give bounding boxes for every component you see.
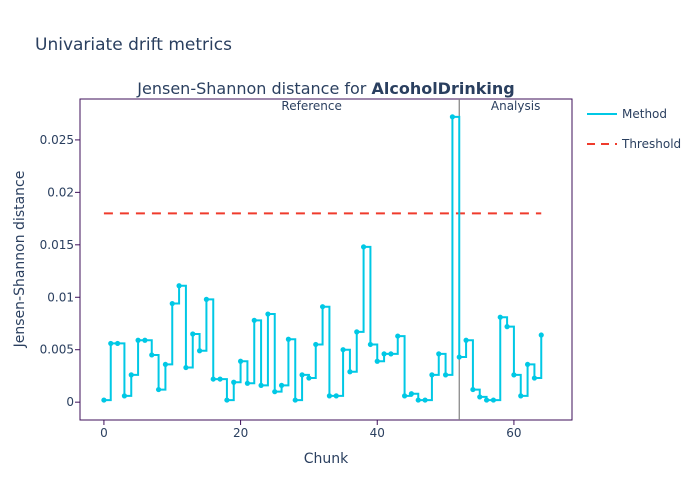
method-data-point [237,358,244,364]
method-data-point [333,393,339,399]
method-data-point [176,283,182,289]
y-tick-label: 0.025 [40,133,74,147]
method-data-point [183,364,189,371]
method-data-point [278,382,285,388]
plot-title-prefix: Jensen-Shannon distance for [136,79,371,98]
method-data-point [114,340,121,347]
method-data-point [449,114,456,120]
method-data-point [121,393,128,399]
method-data-point [395,333,401,339]
method-data-point [456,354,462,360]
method-data-point [524,361,531,368]
method-data-point [483,397,490,403]
y-tick-label: 0.015 [40,238,74,252]
plot-title-feature: AlcoholDrinking [371,79,514,98]
method-data-point [415,397,421,403]
method-data-point [203,296,210,302]
method-data-point [518,393,524,399]
analysis-period-label: Analysis [491,99,540,113]
method-data-point [326,393,333,399]
method-data-point [340,347,346,353]
plot-title: Jensen-Shannon distance for AlcoholDrink… [136,79,514,98]
plot-frame [79,98,573,421]
method-data-point [354,329,360,335]
method-data-point [531,375,538,381]
method-data-point [190,331,196,337]
x-tick-label: 60 [506,426,521,440]
method-data-point [319,304,326,310]
method-data-point [135,337,141,343]
method-data-point [210,376,216,382]
method-data-point [422,397,428,403]
method-data-point [381,351,387,357]
method-data-point [497,314,503,320]
y-tick-label: 0 [66,395,74,409]
legend-item-method[interactable]: Method [587,107,667,121]
method-data-point [155,386,162,393]
method-data-point [429,372,435,378]
method-data-point [511,372,517,378]
method-data-point [388,351,394,357]
method-data-point [313,341,319,348]
method-data-point [231,379,237,385]
y-tick-label: 0.02 [47,185,74,199]
method-data-point [442,372,449,378]
x-tick-label: 40 [370,426,385,440]
method-data-point [258,382,264,388]
method-data-point [149,352,155,358]
reference-period-label: Reference [281,99,341,113]
plot-area: 0 20 40 60 0 0.005 0.01 0.015 0.02 0.025 Reference… [40,98,573,440]
method-data-point [504,324,510,330]
method-data-point [251,317,257,323]
method-data-point [538,332,544,338]
method-data-point [162,361,169,368]
method-data-point [169,300,175,307]
method-data-point [374,358,380,364]
method-data-point [272,389,278,395]
method-data-point [401,393,408,399]
legend-threshold-label: Threshold [621,137,681,151]
method-data-point [224,397,230,403]
legend: Method Threshold [587,107,681,151]
method-data-point [436,351,442,357]
figure-title: Univariate drift metrics [35,35,232,55]
method-data-point [244,380,251,386]
method-data-point [360,244,367,250]
method-data-point [108,340,114,347]
x-axis-label: Chunk [304,451,349,467]
legend-item-threshold[interactable]: Threshold [587,137,681,151]
y-axis-label: Jensen-Shannon distance [12,171,28,349]
method-data-point [367,341,374,348]
method-data-point [347,369,353,375]
method-data-point [196,348,203,354]
method-data-point [265,311,271,317]
method-data-point [463,337,469,343]
x-tick-label: 0 [100,426,108,440]
legend-method-label: Method [622,107,667,121]
method-data-point [217,376,223,382]
y-tick-label: 0.005 [40,343,74,357]
method-data-point [142,337,148,343]
method-data-point [128,372,134,378]
method-data-point [285,336,292,342]
method-data-point [408,391,415,397]
method-data-point [490,397,497,403]
method-data-point [470,386,476,393]
method-data-point [306,375,312,381]
method-data-point [101,397,107,403]
method-data-point [292,397,298,403]
method-step-line [103,115,543,402]
y-tick-label: 0.01 [47,290,74,304]
method-data-point [299,372,305,378]
method-data-point [477,394,483,400]
x-tick-label: 20 [233,426,248,440]
